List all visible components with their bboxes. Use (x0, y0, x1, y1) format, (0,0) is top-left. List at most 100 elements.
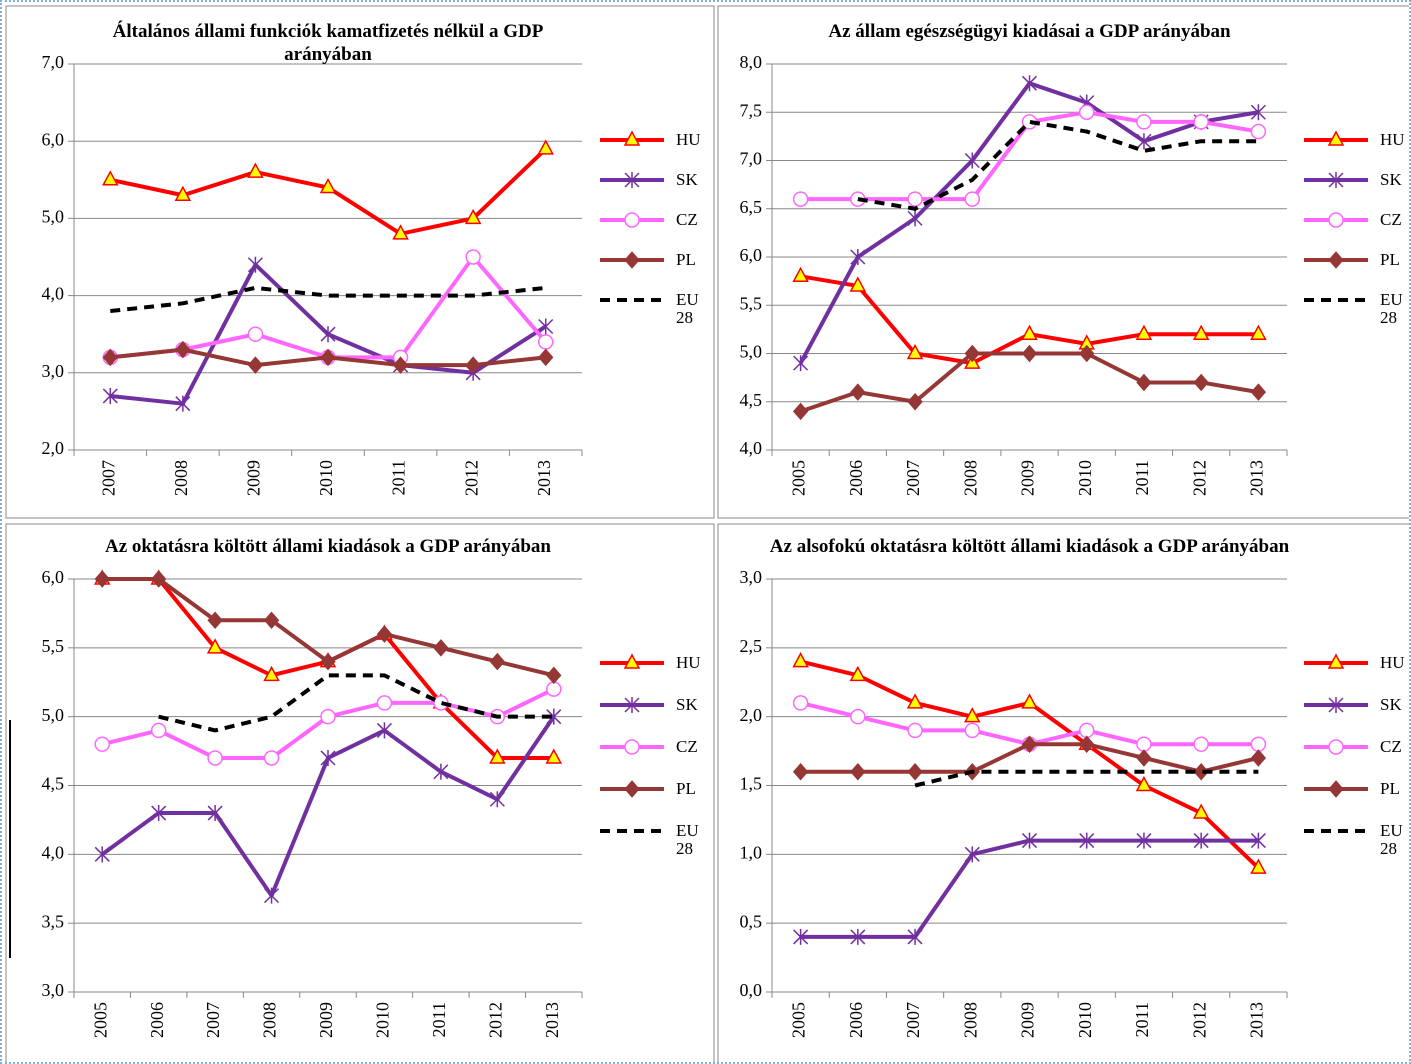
marker-diamond (850, 383, 866, 401)
marker-diamond (376, 625, 393, 643)
legend-label: CZ (676, 737, 698, 756)
marker-circle (1328, 739, 1344, 755)
marker-triangle (1192, 324, 1210, 340)
x-tick-label: 2008 (260, 1002, 280, 1038)
marker-star (207, 805, 223, 822)
legend-label: PL (676, 779, 696, 798)
y-tick-label: 4,0 (42, 284, 65, 304)
marker-star (1250, 104, 1266, 121)
x-tick-label: 2006 (147, 1002, 167, 1038)
y-tick-label: 6,0 (740, 245, 763, 265)
marker-star (538, 318, 554, 335)
marker-triangle (1192, 803, 1210, 819)
marker-triangle (464, 208, 482, 225)
marker-circle (207, 750, 223, 766)
y-tick-label: 5,0 (42, 705, 65, 725)
marker-star (1136, 133, 1152, 150)
legend-label: CZ (1380, 210, 1402, 229)
legend-label: EU 28 (676, 290, 699, 327)
x-tick-label: 2013 (1247, 460, 1267, 496)
legend-label: EU 28 (1380, 821, 1403, 858)
panel (5, 5, 715, 519)
marker-triangle (392, 224, 409, 240)
x-tick-label: 2007 (903, 460, 923, 496)
marker-star (1328, 172, 1344, 188)
x-tick-label: 2012 (1189, 460, 1209, 496)
marker-circle (263, 750, 280, 766)
marker-star (1021, 832, 1038, 849)
marker-diamond (1079, 344, 1095, 363)
x-tick-label: 2009 (1018, 460, 1038, 496)
marker-circle (1078, 104, 1095, 120)
marker-triangle (906, 693, 924, 709)
marker-star (264, 887, 280, 904)
x-tick-label: 2011 (1132, 460, 1152, 495)
marker-circle (624, 739, 640, 755)
legend-label: HU (1380, 653, 1405, 672)
marker-triangle (849, 276, 867, 292)
y-tick-label: 3,0 (42, 980, 65, 1000)
marker-triangle (792, 652, 809, 668)
y-tick-label: 3,5 (42, 911, 65, 931)
marker-diamond (207, 611, 223, 630)
y-tick-label: 3,0 (740, 567, 763, 587)
x-tick-label: 2011 (429, 1002, 449, 1037)
marker-circle (850, 708, 866, 725)
legend-label: PL (676, 250, 696, 269)
legend-label: HU (1380, 130, 1405, 149)
x-tick-label: 2012 (485, 1002, 505, 1038)
marker-star (1250, 832, 1266, 849)
y-tick-label: 2,0 (42, 438, 65, 458)
marker-circle (1193, 736, 1209, 752)
marker-triangle (623, 653, 641, 669)
y-tick-label: 6,0 (42, 129, 65, 149)
marker-diamond (907, 762, 923, 781)
marker-star (320, 749, 336, 766)
series-line (101, 715, 556, 898)
marker-star (624, 172, 640, 188)
marker-circle (964, 722, 981, 739)
marker-diamond (320, 652, 336, 671)
legend-label: SK (676, 170, 698, 189)
marker-diamond (94, 570, 110, 588)
marker-triangle (849, 665, 867, 682)
marker-triangle (1135, 324, 1153, 340)
marker-diamond (320, 348, 336, 367)
marker-diamond (263, 611, 280, 630)
marker-circle (376, 695, 393, 711)
x-tick-label: 2013 (542, 1002, 562, 1038)
marker-star (964, 152, 980, 169)
marker-star (94, 846, 110, 863)
y-tick-label: 6,5 (740, 197, 763, 217)
x-tick-label: 2011 (1132, 1002, 1152, 1037)
marker-circle (537, 334, 554, 350)
x-tick-label: 2012 (461, 460, 481, 496)
y-tick-label: 5,0 (740, 342, 763, 362)
series-line (110, 285, 546, 314)
marker-diamond (465, 356, 481, 374)
y-tick-label: 6,0 (42, 567, 65, 587)
marker-diamond (792, 762, 809, 781)
marker-diamond (1250, 749, 1267, 767)
legend-label: HU (676, 130, 701, 149)
marker-star (964, 846, 980, 863)
marker-triangle (1021, 324, 1038, 340)
marker-triangle (319, 177, 337, 194)
marker-star (433, 763, 449, 780)
panel (5, 523, 715, 1062)
y-tick-label: 1,0 (740, 842, 763, 862)
marker-circle (624, 212, 640, 228)
marker-star (376, 722, 392, 739)
marker-circle (964, 191, 981, 207)
x-tick-label: 2011 (389, 460, 409, 495)
marker-diamond (102, 348, 118, 367)
x-tick-label: 2005 (789, 1002, 809, 1038)
marker-circle (247, 326, 264, 342)
x-tick-label: 2012 (1189, 1002, 1209, 1038)
x-tick-label: 2007 (203, 1002, 223, 1038)
marker-star (1021, 75, 1038, 92)
marker-diamond (1021, 344, 1038, 363)
marker-diamond (792, 402, 809, 421)
